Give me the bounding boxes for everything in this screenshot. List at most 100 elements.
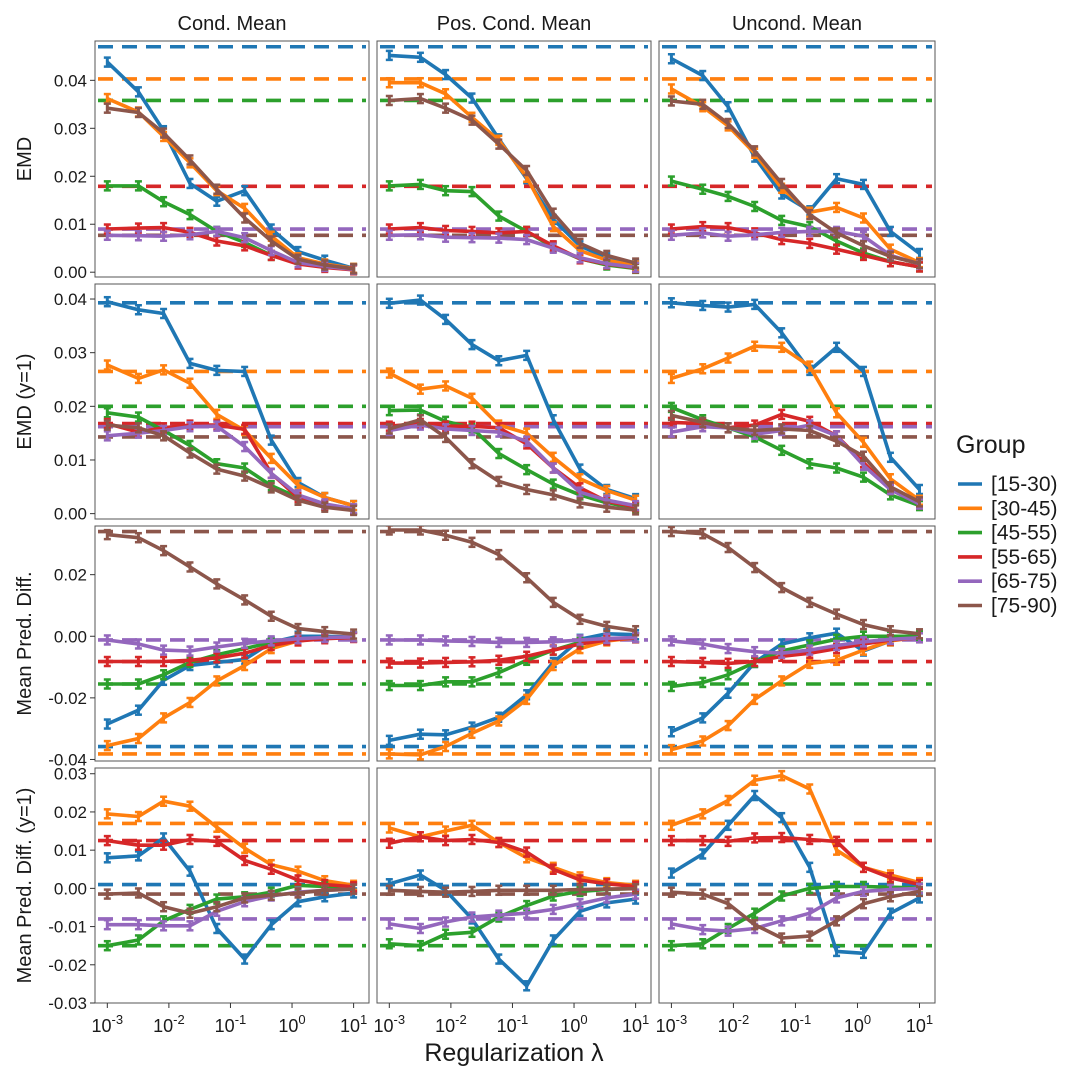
data-point (385, 884, 393, 897)
data-point (699, 834, 707, 847)
data-point (442, 68, 450, 81)
data-point (267, 918, 275, 931)
legend-entry: [30-45) (958, 497, 1058, 520)
data-point (267, 434, 275, 446)
data-point (385, 822, 393, 834)
data-point (385, 423, 393, 435)
legend-label: [65-75) (991, 570, 1058, 593)
data-point (699, 923, 707, 936)
data-point (751, 774, 759, 786)
data-point (778, 214, 786, 227)
data-point (186, 920, 194, 932)
data-point (134, 934, 142, 946)
data-point (134, 655, 142, 668)
data-point (833, 341, 841, 354)
data-point (778, 811, 786, 824)
data-point (699, 183, 707, 195)
data-point (103, 359, 111, 371)
data-point (103, 229, 111, 242)
data-point (160, 127, 168, 139)
data-point (385, 748, 393, 760)
data-point (294, 874, 302, 886)
data-point (134, 810, 142, 823)
data-point (495, 953, 503, 965)
data-point (103, 528, 111, 541)
data-point (667, 52, 675, 65)
data-point (186, 420, 194, 433)
data-point (385, 229, 393, 242)
data-point (778, 177, 786, 190)
data-point (468, 911, 476, 923)
data-point (103, 430, 111, 442)
data-point (915, 257, 923, 270)
data-point (667, 526, 675, 538)
data-point (886, 907, 894, 919)
data-point (160, 920, 168, 932)
series-line-3 (671, 224, 920, 269)
data-point (495, 426, 503, 438)
data-point (549, 636, 557, 648)
panel: 0.00 0.01 0.02 0.03 0.04 (54, 40, 370, 282)
data-point (523, 846, 531, 858)
data-point (160, 364, 168, 376)
data-point (160, 669, 168, 681)
data-point (213, 652, 221, 664)
data-point (321, 884, 329, 897)
data-point (833, 201, 841, 214)
series-line-1 (389, 636, 636, 757)
data-point (385, 76, 393, 89)
data-point (549, 220, 557, 233)
data-point (495, 475, 503, 488)
data-point (416, 939, 424, 952)
data-point (549, 462, 557, 474)
data-point (416, 634, 424, 646)
data-point (667, 83, 675, 95)
data-point (213, 900, 221, 913)
data-point (549, 451, 557, 464)
data-point (549, 207, 557, 219)
data-point (833, 462, 841, 474)
data-point (859, 178, 867, 191)
series-line-2 (389, 408, 636, 510)
data-point (267, 467, 275, 480)
data-point (549, 596, 557, 609)
y-axis-title: EMD (14, 137, 36, 181)
data-point (442, 431, 450, 444)
data-point (751, 145, 759, 157)
data-point (350, 628, 358, 640)
x-axis-tick-labels: 10-3 10-2 10-1 100 101 10-3 10-2 10-1 100 101 10-3… (92, 1012, 934, 1036)
data-point (442, 676, 450, 688)
data-point (859, 618, 867, 631)
data-point (468, 392, 476, 405)
data-point (495, 884, 503, 897)
data-point (134, 850, 142, 862)
data-point (416, 294, 424, 306)
data-point (699, 363, 707, 375)
series-line-0 (388, 873, 636, 988)
data-point (294, 622, 302, 635)
data-point (699, 656, 707, 669)
data-point (416, 178, 424, 191)
data-point (134, 638, 142, 650)
data-point (724, 819, 732, 832)
data-point (667, 918, 675, 930)
data-point (442, 729, 450, 741)
series-line-0 (388, 631, 636, 743)
data-point (576, 634, 584, 646)
series-line-1 (670, 344, 921, 502)
data-point (213, 675, 221, 687)
data-point (549, 413, 557, 426)
data-point (186, 447, 194, 459)
data-point (549, 903, 557, 916)
panel-border (94, 283, 370, 520)
series-line-0 (671, 301, 921, 491)
data-point (576, 252, 584, 264)
data-point (751, 918, 759, 931)
data-point (468, 926, 476, 939)
data-point (416, 885, 424, 898)
data-point (241, 365, 249, 378)
series-line-5 (389, 886, 636, 895)
data-point (751, 424, 759, 437)
data-point (778, 647, 786, 659)
